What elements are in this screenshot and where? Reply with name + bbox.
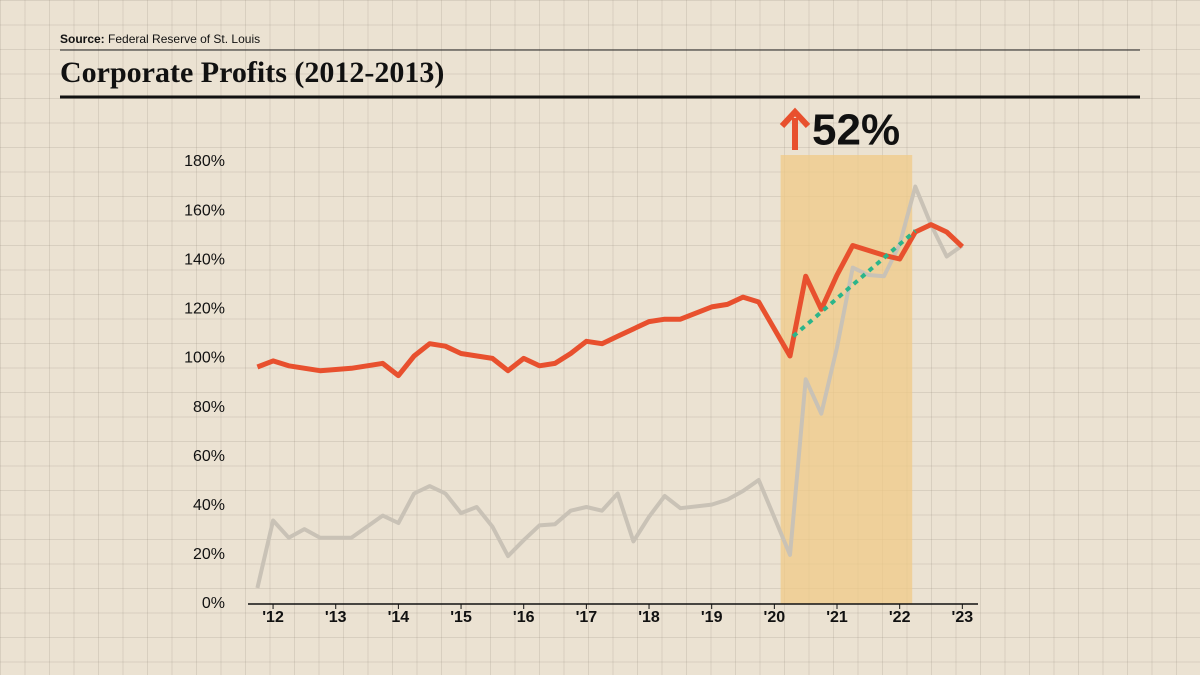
arrow — [779, 107, 811, 150]
source-name: Federal Reserve of St. Louis — [108, 32, 260, 46]
x-tick-label: '13 — [325, 609, 347, 626]
x-tick-label: '18 — [638, 609, 660, 626]
x-tick-label: '14 — [388, 609, 410, 626]
line-series — [256, 222, 965, 379]
x-tick-label: '23 — [952, 609, 974, 626]
y-tick-label: 0% — [202, 595, 225, 612]
x-tick-label: '17 — [576, 609, 598, 626]
y-tick-label: 120% — [184, 301, 225, 318]
highlight-band — [780, 155, 913, 604]
y-tick-label: 80% — [193, 399, 225, 416]
y-tick-label: 180% — [184, 153, 225, 170]
line-series — [255, 184, 964, 589]
chart-title: Corporate Profits (2012-2013) — [60, 56, 444, 89]
source: Source: Federal Reserve of St. Louis — [60, 32, 260, 46]
x-tick-label: '20 — [764, 609, 786, 626]
annotation: 52% — [812, 106, 900, 155]
y-tick-label: 60% — [193, 448, 225, 465]
x-tick-label: '16 — [513, 609, 535, 626]
y-tick-label: 40% — [193, 497, 225, 514]
x-tick-label: '15 — [450, 609, 472, 626]
y-tick-label: 160% — [184, 202, 225, 219]
line-series — [791, 229, 917, 338]
x-tick-label: '12 — [262, 609, 284, 626]
x-tick-label: '21 — [826, 609, 848, 626]
y-tick-label: 100% — [184, 350, 225, 367]
y-tick-label: 20% — [193, 546, 225, 563]
source-label: Source: — [60, 32, 105, 46]
x-tick-label: '22 — [889, 609, 911, 626]
y-tick-label: 140% — [184, 251, 225, 268]
x-tick-label: '19 — [701, 609, 723, 626]
